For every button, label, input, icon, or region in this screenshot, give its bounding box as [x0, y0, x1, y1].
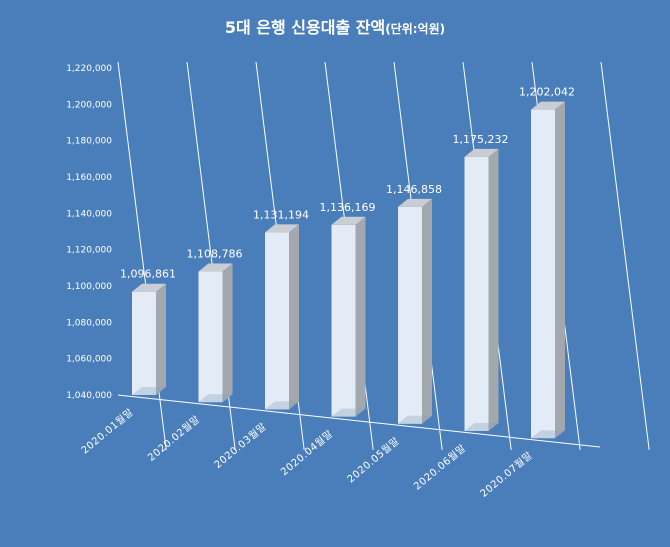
wall-line: [600, 61, 650, 451]
bar: [398, 206, 422, 424]
data-label: 1,108,786: [187, 248, 243, 261]
x-tick-label: 2020.02월말: [145, 413, 202, 464]
data-label: 1,131,194: [253, 208, 309, 221]
bar-side: [289, 224, 299, 410]
x-tick-label: 2020.06월말: [411, 442, 468, 493]
bar: [531, 109, 555, 439]
y-tick-label: 1,040,000: [66, 391, 112, 401]
y-tick-label: 1,200,000: [66, 100, 112, 110]
y-tick-label: 1,100,000: [66, 282, 112, 292]
bar: [132, 291, 156, 395]
bar-shadow: [132, 387, 166, 395]
bar-top: [531, 101, 565, 110]
bar-top: [331, 216, 366, 225]
bar-side: [222, 263, 233, 403]
bar-shadow: [464, 423, 499, 431]
x-tick-label: 2020.03월말: [212, 421, 269, 472]
y-tick-label: 1,160,000: [66, 173, 112, 183]
y-tick-label: 1,140,000: [66, 209, 112, 219]
bar-side: [156, 283, 166, 395]
x-tick-label: 2020.04월말: [278, 428, 335, 479]
bar-shadow: [398, 415, 432, 424]
bar-side: [422, 198, 432, 424]
bar-top: [265, 224, 299, 233]
y-tick-label: 1,080,000: [66, 318, 112, 328]
bar: [464, 156, 489, 431]
x-tick-label: 2020.07월말: [478, 449, 535, 500]
bar-shadow: [198, 394, 233, 403]
y-tick-label: 1,060,000: [66, 355, 112, 365]
data-label: 1,175,232: [453, 133, 509, 146]
bar-shadow: [265, 401, 299, 410]
y-tick-label: 1,120,000: [66, 246, 112, 256]
bar-shadow: [331, 408, 366, 417]
chart-unit-label: (단위:억원): [385, 22, 446, 36]
data-label: 1,136,169: [320, 201, 376, 214]
bar-side: [555, 101, 565, 439]
y-tick-label: 1,180,000: [66, 137, 112, 147]
bar: [265, 232, 289, 410]
data-label: 1,096,861: [120, 268, 176, 281]
bar-top: [398, 198, 432, 207]
data-label: 1,202,042: [519, 86, 575, 99]
data-label: 1,146,858: [386, 183, 442, 196]
chart-title: 5대 은행 신용대출 잔액(단위:억원): [0, 14, 670, 38]
bar-shadow: [531, 430, 565, 439]
x-tick-label: 2020.01월말: [79, 406, 136, 457]
bar: [331, 224, 356, 417]
chart-title-text: 5대 은행 신용대출 잔액: [224, 18, 386, 37]
floor-line: [117, 394, 601, 448]
y-tick-label: 1,220,000: [66, 64, 112, 74]
bar-top: [198, 263, 233, 272]
bar-side: [488, 148, 499, 431]
x-tick-label: 2020.05월말: [345, 435, 402, 486]
bar-top: [464, 148, 499, 157]
bar-side: [355, 216, 366, 417]
bar-top: [132, 283, 166, 292]
bar: [198, 271, 223, 403]
